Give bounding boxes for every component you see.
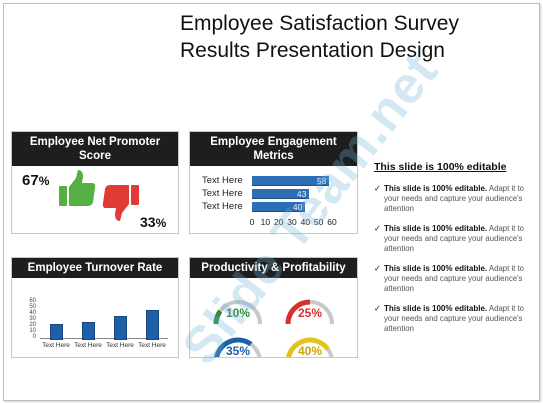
engagement-title: Employee Engagement Metrics xyxy=(190,132,357,166)
thumbs-up-icon xyxy=(59,170,96,206)
nps-title: Employee Net Promoter Score xyxy=(12,132,178,166)
engagement-x-tick: 20 xyxy=(273,217,284,227)
turnover-category-label: Text Here xyxy=(138,342,166,349)
engagement-category-label: Text Here xyxy=(202,201,243,212)
promoter-percent: % xyxy=(38,174,50,188)
turnover-y-tick: 60 xyxy=(29,298,36,304)
bullet-item: ✓ This slide is 100% editable. Adapt it t… xyxy=(374,184,534,214)
detractor-value: 33 xyxy=(140,214,156,230)
thumbs-down-icon xyxy=(102,185,139,221)
nps-panel: Employee Net Promoter Score 67% 33% xyxy=(11,131,179,234)
page-title: Employee Satisfaction Survey Results Pre… xyxy=(180,10,520,64)
title-line-2: Results Presentation Design xyxy=(180,39,445,62)
slide: Employee Satisfaction Survey Results Pre… xyxy=(3,3,540,401)
turnover-bar xyxy=(114,316,127,340)
bullet-item: ✓ This slide is 100% editable. Adapt it t… xyxy=(374,304,534,334)
bullet-body: Adapt it to your needs and capture your … xyxy=(384,224,525,253)
engagement-category-label: Text Here xyxy=(202,175,243,186)
detractor-score: 33% xyxy=(140,214,166,230)
bullet-item: ✓ This slide is 100% editable. Adapt it t… xyxy=(374,224,534,254)
bullet-title: This slide is 100% editable. xyxy=(384,224,488,233)
engagement-x-tick: 60 xyxy=(327,217,337,227)
gauge-label: 40% xyxy=(297,344,323,358)
bullet-title: This slide is 100% editable. xyxy=(384,264,488,273)
bullet-title: This slide is 100% editable. xyxy=(384,304,488,313)
turnover-y-tick: 0 xyxy=(32,334,36,340)
gauge-4 xyxy=(286,337,334,357)
gauge-label: 10% xyxy=(225,306,251,320)
turnover-bar xyxy=(146,310,159,340)
engagement-bar-value: 40 xyxy=(292,202,303,212)
gauge-arc xyxy=(286,337,330,357)
turnover-y-tick: 20 xyxy=(29,322,36,328)
bullet-body: Adapt it to your needs and capture your … xyxy=(384,184,525,213)
productivity-panel: Productivity & Profitability 10% 25% 35% 40… xyxy=(189,257,358,358)
engagement-category-label: Text Here xyxy=(202,188,243,199)
turnover-bar xyxy=(82,322,95,340)
turnover-bar xyxy=(50,323,63,340)
gauge-arc xyxy=(285,299,311,325)
check-icon: ✓ xyxy=(374,184,381,193)
bullet-body: Adapt it to your needs and capture your … xyxy=(384,264,525,293)
promoter-score: 67% xyxy=(22,172,49,189)
turnover-title: Employee Turnover Rate xyxy=(12,258,178,278)
detractor-percent: % xyxy=(155,216,167,230)
engagement-x-tick: 50 xyxy=(313,217,324,227)
gauge-label: 25% xyxy=(297,306,323,320)
bullet-text: This slide is 100% editable. Adapt it to… xyxy=(384,224,534,254)
engagement-panel: Employee Engagement Metrics Text Here 58 T… xyxy=(189,131,358,234)
turnover-y-tick: 10 xyxy=(29,328,36,334)
gauge-3 xyxy=(214,337,262,357)
turnover-panel: Employee Turnover Rate 0 10 20 30 40 50 60 Text… xyxy=(11,257,179,358)
turnover-category-label: Text Here xyxy=(106,342,134,349)
engagement-bar-value: 58 xyxy=(316,176,327,186)
productivity-title: Productivity & Profitability xyxy=(190,258,357,278)
title-line-1: Employee Satisfaction Survey xyxy=(180,12,459,35)
bullet-text: This slide is 100% editable. Adapt it to… xyxy=(384,184,534,214)
bullet-item: ✓ This slide is 100% editable. Adapt it t… xyxy=(374,264,534,294)
engagement-bar-value: 43 xyxy=(296,189,307,199)
engagement-bar xyxy=(252,189,310,199)
bullet-text: This slide is 100% editable. Adapt it to… xyxy=(384,304,534,334)
engagement-x-tick: 10 xyxy=(260,217,271,227)
promoter-value: 67 xyxy=(22,172,39,189)
gauge-arc xyxy=(213,309,223,325)
gauge-2 xyxy=(285,299,334,325)
turnover-y-tick: 50 xyxy=(29,304,36,310)
gauge-1 xyxy=(213,300,262,325)
turnover-x-axis xyxy=(40,338,168,339)
turnover-y-tick: 30 xyxy=(29,316,36,322)
check-icon: ✓ xyxy=(374,304,381,313)
gauge-arc xyxy=(214,337,253,357)
bullet-body: Adapt it to your needs and capture your … xyxy=(384,304,525,333)
engagement-x-tick: 30 xyxy=(287,217,297,227)
sidebar-heading: This slide is 100% editable xyxy=(374,161,507,173)
engagement-bar xyxy=(252,176,330,186)
engagement-x-tick: 40 xyxy=(300,217,311,227)
engagement-bar xyxy=(252,202,306,212)
check-icon: ✓ xyxy=(374,224,381,233)
bullet-title: This slide is 100% editable. xyxy=(384,184,488,193)
bullet-text: This slide is 100% editable. Adapt it to… xyxy=(384,264,534,294)
turnover-category-label: Text Here xyxy=(42,342,70,349)
check-icon: ✓ xyxy=(374,264,381,273)
gauge-label: 35% xyxy=(225,344,251,358)
turnover-y-tick: 40 xyxy=(29,310,36,316)
engagement-x-tick: 0 xyxy=(249,217,255,227)
turnover-category-label: Text Here xyxy=(74,342,102,349)
